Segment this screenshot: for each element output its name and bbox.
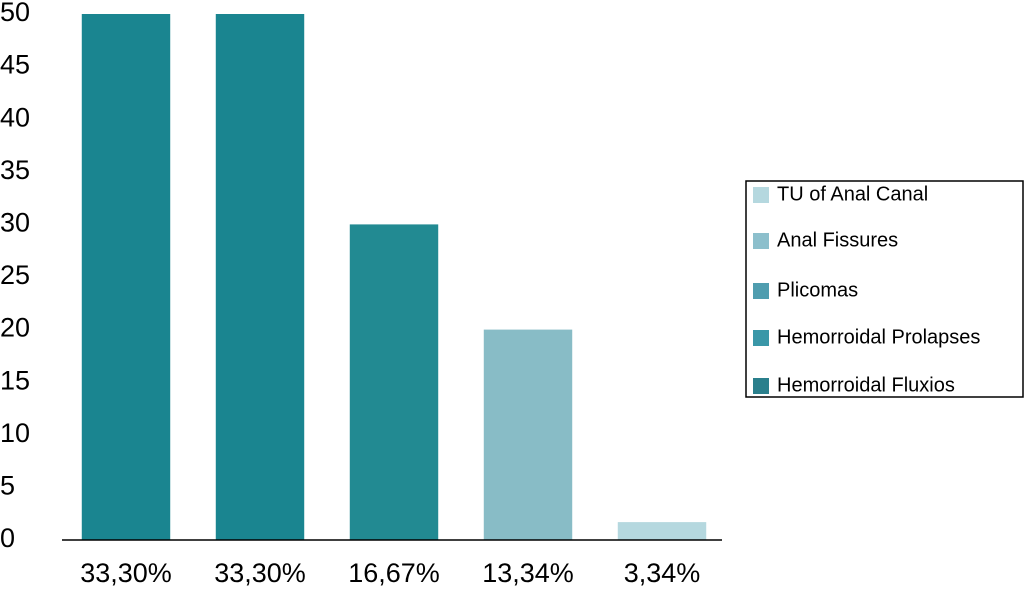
legend-swatch bbox=[753, 187, 769, 203]
y-tick-label: 50 bbox=[0, 0, 30, 27]
legend-label: Anal Fissures bbox=[777, 229, 898, 251]
y-tick-label: 30 bbox=[0, 208, 30, 238]
bar bbox=[483, 329, 573, 540]
legend-label: Plicomas bbox=[777, 279, 858, 301]
y-tick-label: 10 bbox=[0, 418, 30, 448]
bar bbox=[215, 14, 305, 540]
x-tick-label: 13,34% bbox=[482, 558, 574, 588]
x-tick-label: 3,34% bbox=[624, 558, 701, 588]
y-tick-label: 15 bbox=[0, 365, 30, 395]
y-tick-label: 20 bbox=[0, 313, 30, 343]
legend-swatch bbox=[753, 233, 769, 249]
legend-label: TU of Anal Canal bbox=[777, 183, 928, 205]
x-tick-label: 33,30% bbox=[214, 558, 306, 588]
y-tick-label: 45 bbox=[0, 50, 30, 80]
x-tick-label: 33,30% bbox=[80, 558, 172, 588]
y-tick-label: 35 bbox=[0, 155, 30, 185]
legend-box bbox=[745, 180, 1024, 398]
bar bbox=[349, 224, 439, 540]
y-tick-label: 40 bbox=[0, 102, 30, 132]
legend-swatch bbox=[753, 378, 769, 394]
legend-swatch bbox=[753, 330, 769, 346]
y-tick-label: 25 bbox=[0, 260, 30, 290]
bar bbox=[617, 522, 707, 540]
legend-label: Hemorroidal Prolapses bbox=[777, 326, 980, 348]
y-tick-label: 0 bbox=[0, 523, 15, 553]
bar bbox=[81, 14, 171, 540]
x-tick-label: 16,67% bbox=[348, 558, 440, 588]
y-tick-label: 5 bbox=[0, 471, 15, 501]
legend-label: Hemorroidal Fluxios bbox=[777, 374, 955, 396]
legend-swatch bbox=[753, 283, 769, 299]
